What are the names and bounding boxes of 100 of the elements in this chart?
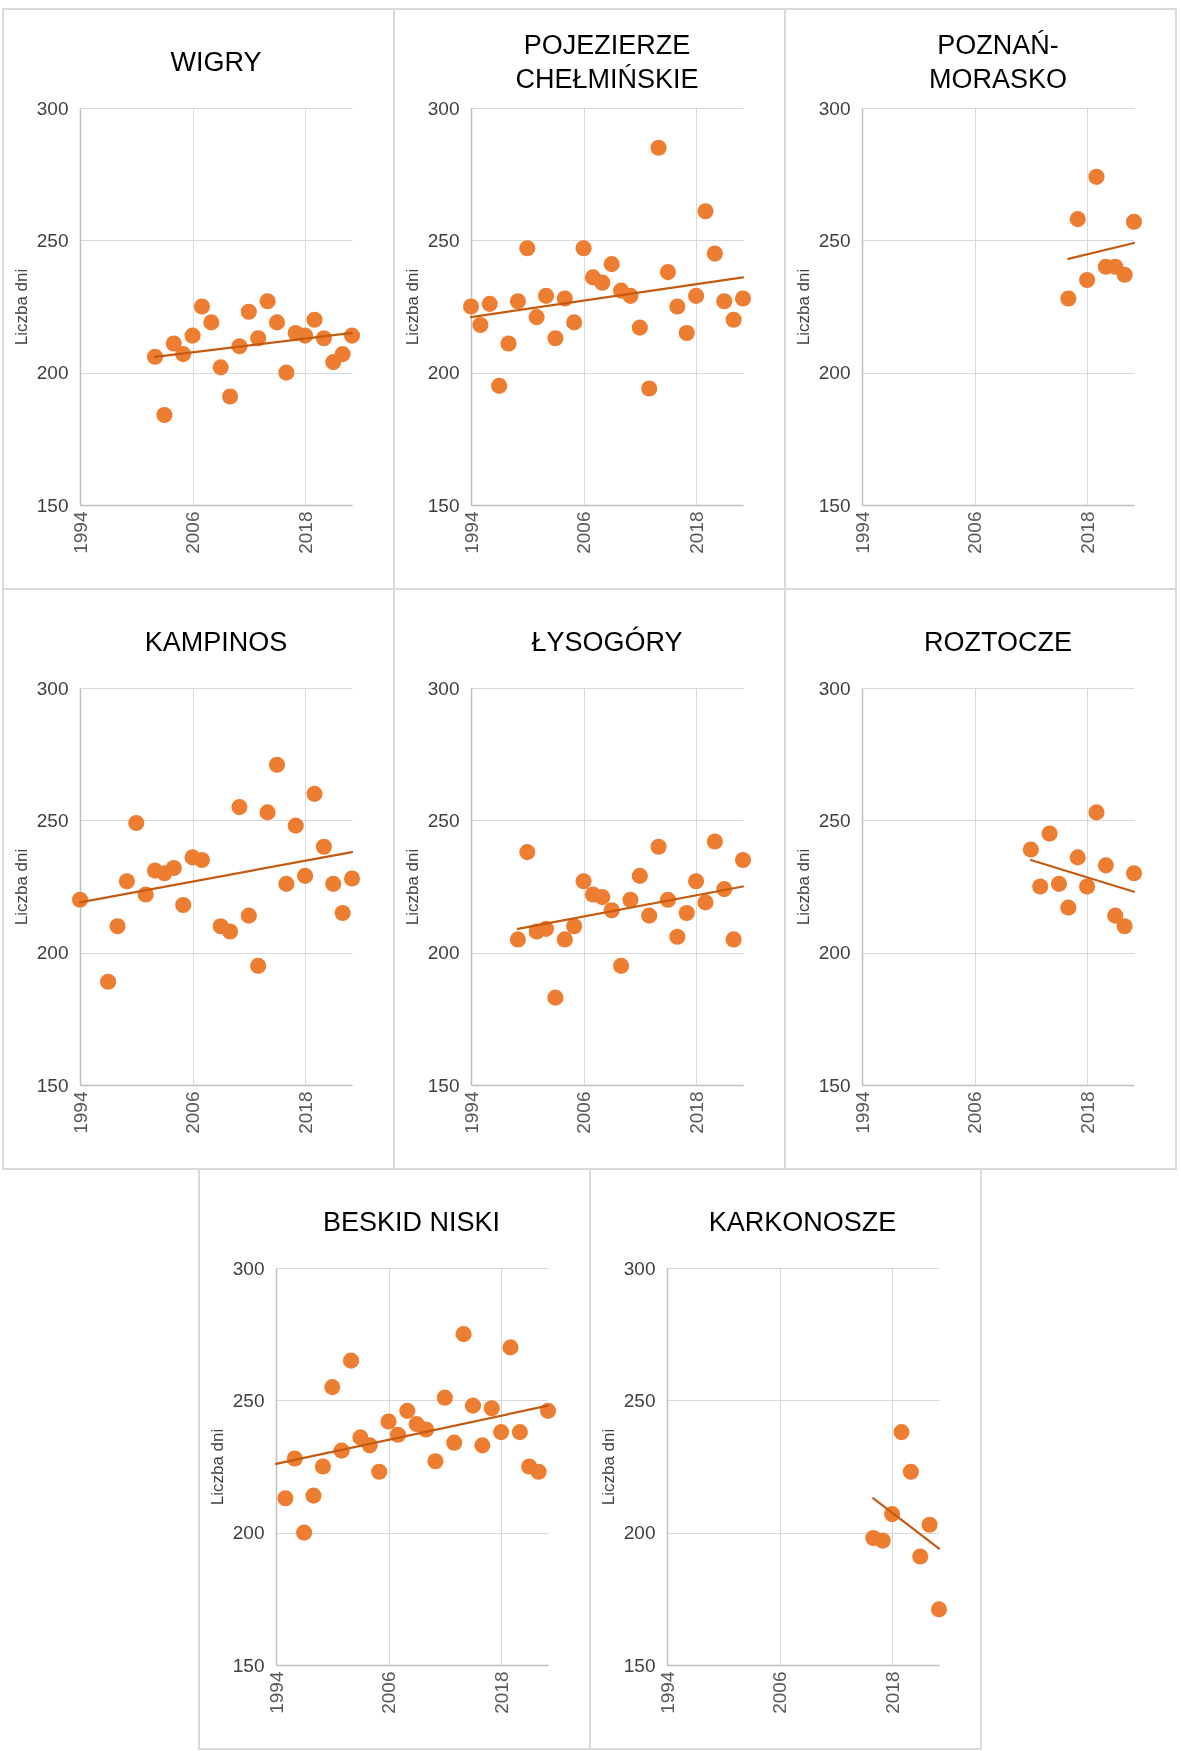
x-tick-label: 2018 [490,1671,512,1714]
point [613,957,630,974]
point [1079,878,1096,895]
chart-title: KARKONOSZE [708,1207,897,1237]
point [1041,825,1058,842]
point [734,290,752,307]
point [528,309,545,326]
point [537,287,555,304]
y-tick-label: 200 [427,942,460,964]
point [1060,290,1077,307]
chart-title: WIGRY [170,47,262,77]
point [603,256,620,273]
point [697,203,714,220]
point [193,298,210,315]
x-tick-label: 2018 [1076,511,1098,554]
point [491,377,508,394]
chart-title: POJEZIERZE CHEŁMIŃSKIE [515,30,699,94]
point [314,1458,331,1475]
point [902,1463,919,1480]
point [1097,857,1114,874]
point [556,931,573,948]
point [1116,266,1133,283]
x-tick-label: 2018 [1076,1091,1098,1134]
point [509,931,526,948]
point [1022,841,1039,858]
point [473,1437,490,1454]
y-tick-label: 150 [36,494,69,516]
chart-title: ŁYSOGÓRY [531,627,683,657]
point [539,1402,556,1419]
y-tick-label: 150 [36,1074,69,1096]
point [1079,271,1096,289]
y-tick-label: 150 [818,494,851,516]
point [455,1326,472,1343]
point [295,1524,312,1541]
x-tick-label: 2018 [685,511,707,554]
x-tick-label: 1994 [851,1091,873,1134]
y-tick-label: 300 [427,97,460,119]
y-tick-label: 250 [36,809,69,831]
y-tick-label: 200 [427,362,460,384]
point [1050,875,1068,892]
point [483,1400,500,1417]
y-tick-label: 300 [818,677,851,699]
point [631,867,648,884]
point [109,918,126,935]
point [1107,907,1124,924]
y-axis-title: Liczba dni [793,848,813,926]
point [278,875,295,892]
point [268,314,286,331]
y-tick-label: 150 [427,1074,460,1096]
y-tick-label: 300 [36,97,69,119]
y-axis-title: Liczba dni [207,1428,227,1506]
x-tick-label: 2006 [964,511,986,554]
point [511,1424,528,1441]
point [622,891,639,908]
point [306,311,323,328]
point [659,264,677,281]
y-tick-label: 150 [427,494,460,516]
y-tick-label: 200 [36,942,69,964]
point [426,1453,444,1470]
point [547,989,564,1006]
point [342,1352,359,1369]
point [276,1490,293,1507]
point [1069,211,1086,228]
y-tick-label: 300 [427,677,460,699]
point [325,875,342,892]
point [184,327,201,344]
point [566,918,583,935]
point [315,838,332,855]
point [921,1516,938,1533]
y-tick-label: 300 [818,97,851,119]
point [240,907,257,924]
point [464,1397,481,1414]
point [892,1424,910,1441]
y-tick-label: 150 [623,1654,655,1676]
point [678,324,695,342]
x-tick-label: 2006 [182,1091,204,1134]
point [212,359,229,376]
point [156,406,173,424]
x-tick-label: 2006 [964,1091,986,1134]
point [1125,213,1143,230]
x-tick-label: 2018 [685,1091,707,1134]
point [462,298,480,315]
x-tick-label: 2018 [881,1671,903,1714]
x-tick-label: 1994 [265,1671,286,1714]
point [165,335,182,352]
y-tick-label: 200 [623,1522,655,1544]
point [334,346,351,363]
point [118,873,135,890]
point [175,896,192,914]
point [472,316,489,334]
point [530,1463,547,1480]
point [641,907,658,924]
point [222,388,239,405]
point [575,240,592,257]
y-tick-label: 200 [36,362,69,384]
point [445,1434,462,1451]
point [509,293,526,310]
point [343,870,361,887]
point [547,330,564,347]
point [128,814,145,832]
